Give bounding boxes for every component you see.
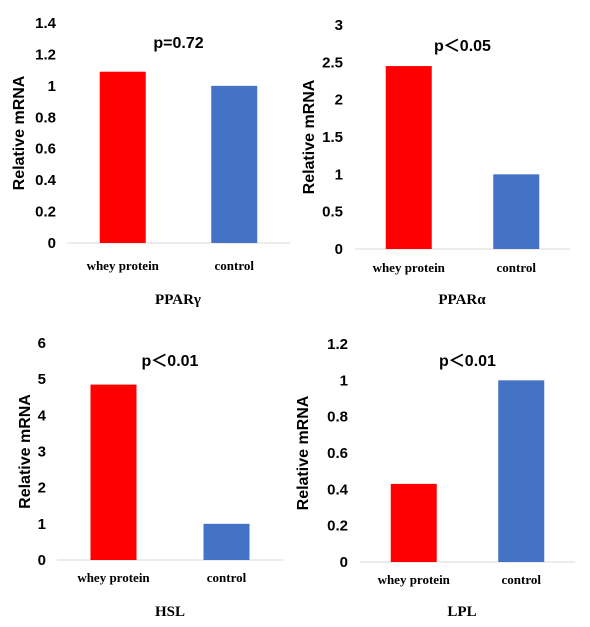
bar-whey-protein <box>99 71 146 243</box>
significance-annotation: p＜0.01 <box>439 353 496 370</box>
bar-control <box>203 523 250 560</box>
bar-control <box>498 380 545 562</box>
y-tick-label: 1.2 <box>35 46 56 63</box>
y-tick-label: 3 <box>38 444 46 461</box>
bar-control <box>493 174 540 249</box>
y-tick-label: 0.2 <box>35 204 56 221</box>
category-label: whey protein <box>378 572 451 587</box>
y-tick-label: 0.4 <box>327 481 349 498</box>
y-tick-label: 1 <box>340 372 348 389</box>
y-tick-label: 0 <box>48 235 56 252</box>
category-label: control <box>207 570 247 585</box>
bar-whey-protein <box>385 66 432 249</box>
significance-annotation: p＜0.01 <box>142 353 199 370</box>
chart-title: PPARα <box>438 292 486 308</box>
chart-panel: 0 0.5 1 1.5 2 2.5 3 whey protein control p＜0.05 Re… <box>301 17 570 308</box>
chart-title: PPARγ <box>155 292 201 308</box>
y-axis-label: Relative mRNA <box>11 75 28 190</box>
chart-title: LPL <box>447 604 476 620</box>
y-tick-label: 0.8 <box>327 409 348 426</box>
y-tick-label: 0 <box>335 241 343 258</box>
y-axis-label: Relative mRNA <box>17 394 34 509</box>
chart-title: HSL <box>155 604 185 620</box>
chart-panel: 0 0.2 0.4 0.6 0.8 1 1.2 1.4 whey protein control p… <box>11 15 290 308</box>
y-tick-label: 1 <box>38 516 46 533</box>
y-tick-label: 2 <box>38 480 46 497</box>
y-tick-label: 0.2 <box>327 518 348 535</box>
y-axis-label: Relative mRNA <box>301 79 318 194</box>
y-tick-label: 1.4 <box>35 15 57 32</box>
chart-panel: 0 0.2 0.4 0.6 0.8 1 1.2 whey protein control p＜0.… <box>295 336 575 620</box>
category-label: whey protein <box>77 570 150 585</box>
y-tick-label: 1 <box>48 78 56 95</box>
y-tick-label: 0.8 <box>35 109 56 126</box>
category-label: control <box>497 260 537 275</box>
significance-annotation: p=0.72 <box>153 35 203 52</box>
bar-control <box>211 85 258 243</box>
y-tick-label: 3 <box>335 17 343 34</box>
y-tick-label: 1.2 <box>327 336 348 353</box>
y-tick-label: 0.4 <box>35 172 57 189</box>
y-tick-label: 0.6 <box>327 445 348 462</box>
y-tick-label: 0 <box>340 554 348 571</box>
category-label: control <box>215 258 255 273</box>
y-tick-label: 2 <box>335 92 343 109</box>
y-tick-label: 2.5 <box>322 54 343 71</box>
y-tick-label: 1.5 <box>322 129 343 146</box>
significance-annotation: p＜0.05 <box>434 38 491 55</box>
y-tick-label: 1 <box>335 166 343 183</box>
y-tick-label: 0.6 <box>35 141 56 158</box>
y-tick-label: 4 <box>38 407 47 424</box>
category-label: whey protein <box>87 258 160 273</box>
bar-whey-protein <box>390 483 437 562</box>
bar-whey-protein <box>90 384 137 560</box>
category-label: control <box>502 572 542 587</box>
y-tick-label: 0.5 <box>322 204 343 221</box>
y-tick-label: 0 <box>38 552 46 569</box>
y-tick-label: 6 <box>38 335 46 352</box>
chart-panel: 0 1 2 3 4 5 6 whey protein control p＜0.01 Relative… <box>17 335 283 620</box>
y-tick-label: 5 <box>38 371 46 388</box>
y-axis-label: Relative mRNA <box>295 395 312 510</box>
category-label: whey protein <box>373 260 446 275</box>
